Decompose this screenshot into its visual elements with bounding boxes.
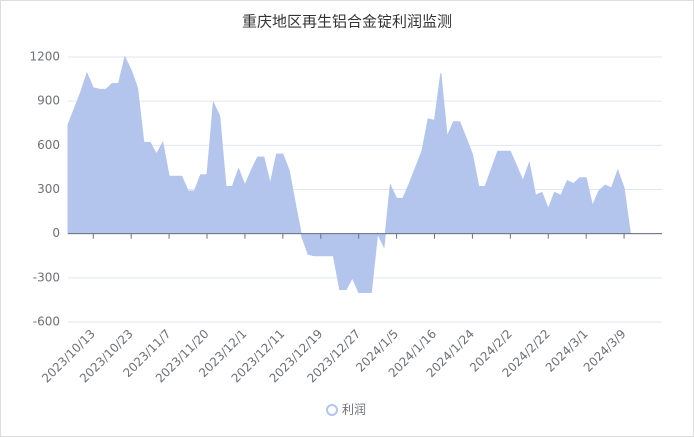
chart-title: 重庆地区再生铝合金锭利润监测 [242,13,452,31]
y-tick-label: 1200 [29,50,60,64]
legend-marker [326,404,338,416]
area [67,55,662,294]
y-tick-label: -600 [33,315,60,329]
y-tick-label: -300 [33,270,60,284]
y-tick-label: 300 [37,182,60,196]
y-tick-label: 900 [37,94,60,108]
y-tick-label: 600 [37,138,60,152]
y-tick-label: 0 [52,226,60,240]
legend-label: 利润 [342,403,366,417]
